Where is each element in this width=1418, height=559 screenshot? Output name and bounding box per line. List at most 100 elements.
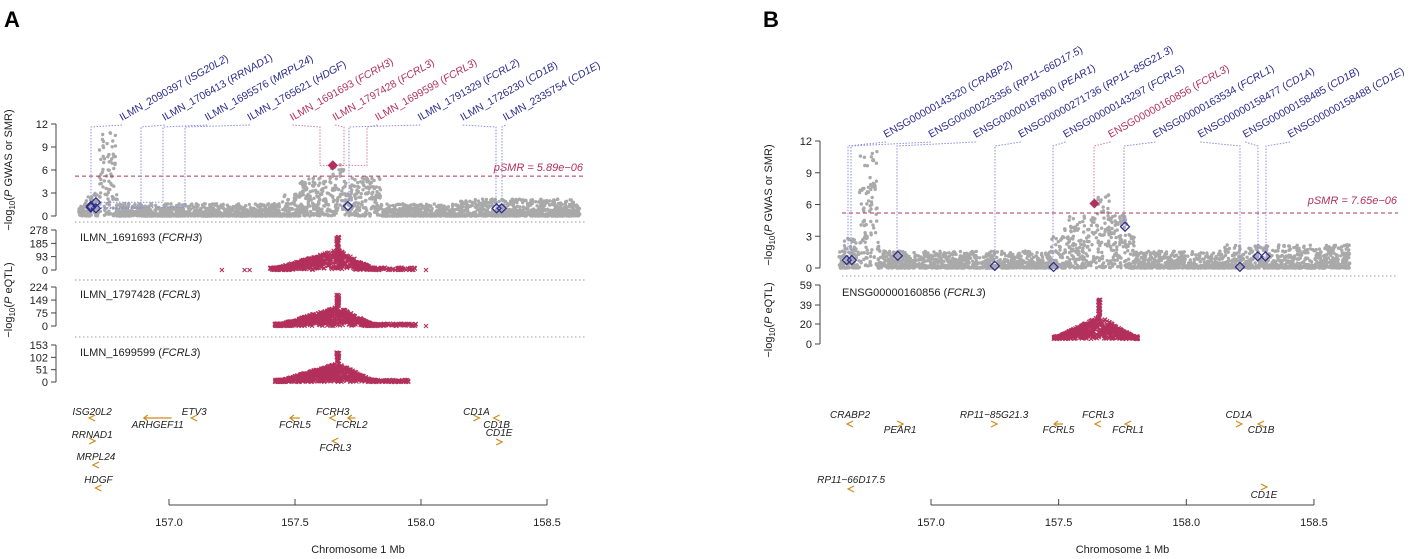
gwas-point xyxy=(320,192,324,197)
gwas-point xyxy=(108,131,112,135)
axis-title-italic: P xyxy=(3,189,15,197)
gwas-point xyxy=(452,212,456,216)
gwas-point xyxy=(555,206,559,210)
gwas-point xyxy=(95,214,99,218)
gwas-point xyxy=(113,161,117,165)
gwas-point xyxy=(535,211,540,215)
gwas-point xyxy=(328,209,332,213)
gwas-point xyxy=(563,202,568,206)
gwas-point xyxy=(111,139,115,143)
gwas-point xyxy=(79,204,83,209)
gwas-point xyxy=(429,208,434,212)
gwas-point xyxy=(99,172,103,176)
gwas-point xyxy=(186,209,190,214)
gene-annotation: RRNAD1 xyxy=(72,430,113,445)
gwas-point xyxy=(307,177,311,181)
gwas-point xyxy=(380,213,384,218)
gwas-y-axis-tick-label: 0 xyxy=(42,211,48,223)
gwas-point xyxy=(444,213,449,218)
eqtl-y-axis-tick-label: 153 xyxy=(30,340,48,352)
gwas-point xyxy=(423,213,428,217)
gwas-point xyxy=(384,208,388,212)
gwas-point xyxy=(356,189,361,194)
gwas-point xyxy=(323,213,327,217)
gwas-point xyxy=(111,214,116,218)
probe-connector xyxy=(292,124,333,166)
eqtl-y-axis-tick-label: 0 xyxy=(42,265,48,277)
gwas-point xyxy=(572,203,576,207)
gwas-point xyxy=(524,198,528,203)
gwas-point xyxy=(264,205,268,209)
gwas-point xyxy=(364,186,368,190)
gwas-point xyxy=(497,199,501,204)
gwas-point xyxy=(163,208,167,212)
gene-label: FCRL5 xyxy=(279,420,311,431)
eqtl-track-title: ILMN_1797428 (FCRL3) xyxy=(80,289,200,301)
gwas-point xyxy=(409,203,413,208)
gwas-point xyxy=(403,207,407,211)
gwas-point xyxy=(266,202,271,206)
gwas-point xyxy=(428,204,433,208)
gwas-point xyxy=(364,207,368,211)
gwas-point xyxy=(227,206,232,210)
eqtl-y-axis-tick-label: 185 xyxy=(30,238,48,250)
gwas-point xyxy=(272,202,276,206)
gwas-point xyxy=(195,209,199,214)
gwas-point xyxy=(344,198,348,202)
gwas-point xyxy=(475,204,479,209)
gwas-point xyxy=(86,195,90,199)
probe-connector xyxy=(332,124,378,166)
gwas-point xyxy=(378,177,382,182)
gwas-point xyxy=(565,206,569,210)
gwas-y-axis-tick-label: 12 xyxy=(36,119,48,131)
gene-label: FCRL2 xyxy=(336,420,368,431)
gwas-point xyxy=(481,204,485,208)
gene-annotation: ARHGEF11 xyxy=(131,414,184,431)
gwas-point xyxy=(411,209,415,213)
gwas-point xyxy=(236,213,240,218)
gwas-point xyxy=(360,203,364,207)
gwas-point xyxy=(365,176,369,180)
eqtl-y-axis-tick-label: 278 xyxy=(30,225,48,237)
gwas-point xyxy=(509,211,513,215)
gwas-point xyxy=(189,203,193,207)
gwas-point xyxy=(154,208,158,212)
gwas-point xyxy=(473,198,477,202)
gwas-point xyxy=(446,205,450,209)
gwas-point xyxy=(404,203,408,208)
gwas-point xyxy=(177,209,182,213)
gwas-point xyxy=(310,201,315,205)
gwas-point xyxy=(329,181,333,185)
gwas-point xyxy=(369,207,373,211)
gwas-point xyxy=(195,204,199,209)
gwas-point xyxy=(310,189,315,193)
gwas-point xyxy=(350,176,354,180)
gwas-point xyxy=(363,214,367,218)
gwas-point xyxy=(368,197,372,201)
eqtl-points xyxy=(272,350,411,385)
gwas-point xyxy=(555,213,559,218)
gwas-point xyxy=(112,184,116,188)
gwas-point xyxy=(453,207,458,212)
gwas-point xyxy=(479,212,484,216)
gwas-point xyxy=(239,214,243,218)
gwas-point xyxy=(491,199,495,203)
gwas-point xyxy=(225,214,229,218)
panel-letter: A xyxy=(4,7,20,32)
gwas-point xyxy=(372,186,377,191)
eqtl-probe-id: ILMN_1797428 ( xyxy=(80,289,162,301)
gwas-point xyxy=(231,214,235,218)
gwas-point xyxy=(478,206,482,211)
gwas-point xyxy=(313,181,317,185)
gwas-point xyxy=(303,180,307,185)
eqtl-points xyxy=(219,234,429,273)
eqtl-y-axis-tick-label: 51 xyxy=(36,365,48,377)
gene-annotation: HDGF xyxy=(84,475,113,492)
strand-arrow-icon xyxy=(495,438,504,446)
gwas-point xyxy=(464,200,469,205)
gwas-point xyxy=(564,199,569,203)
probe-connector xyxy=(332,124,345,166)
gwas-point xyxy=(280,200,285,204)
gwas-point xyxy=(324,185,328,189)
gwas-point xyxy=(564,213,568,217)
